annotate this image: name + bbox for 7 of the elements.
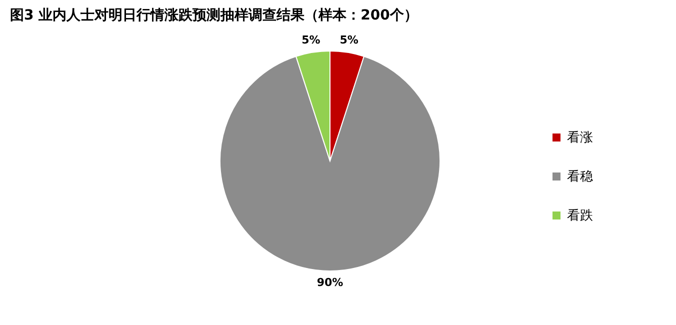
legend-label: 看跌 bbox=[567, 208, 593, 224]
data-label: 5% bbox=[340, 34, 358, 46]
data-label: 5% bbox=[302, 34, 320, 46]
legend-label: 看涨 bbox=[567, 130, 593, 146]
data-label: 90% bbox=[316, 276, 344, 289]
legend-label: 看稳 bbox=[567, 170, 593, 184]
chart-title: 图3 业内人士对明日行情涨跌预测抽样调查结果（样本：200个） bbox=[10, 8, 418, 24]
